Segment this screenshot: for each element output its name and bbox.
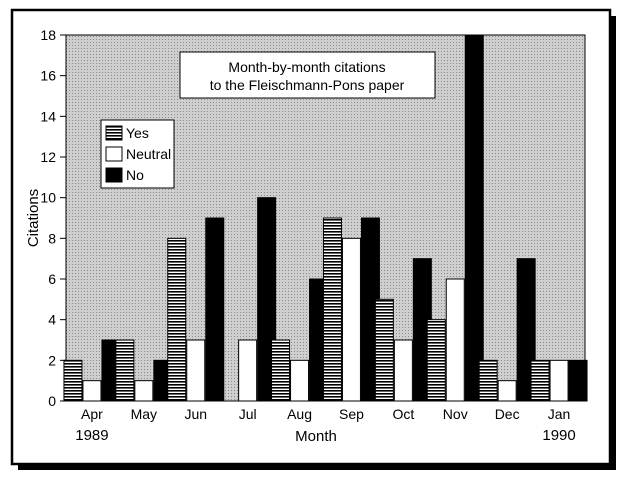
bar-neutral [497, 380, 517, 402]
bar-neutral [186, 339, 206, 402]
legend-label-yes: Yes [126, 125, 149, 141]
bar-yes [374, 298, 394, 402]
legend-swatch-no [105, 167, 123, 183]
bar-yes [530, 359, 550, 402]
bar-no [464, 34, 484, 402]
bars [63, 34, 588, 402]
x-tick-label: May [131, 406, 157, 422]
title-box [179, 51, 436, 99]
legend-label-neutral: Neutral [126, 146, 171, 162]
bar-no [568, 359, 588, 402]
x-tick-label: Apr [81, 406, 103, 422]
y-tick-label: 2 [48, 352, 56, 368]
bar-yes [478, 359, 498, 402]
x-tick-label: Nov [443, 406, 468, 422]
y-tick-label: 16 [40, 68, 56, 84]
x-tick-label: Jul [239, 406, 257, 422]
bar-yes [167, 237, 187, 402]
x-tick-label: Jun [184, 406, 207, 422]
bar-neutral [290, 359, 310, 402]
bar-neutral [393, 339, 413, 402]
bar-yes [63, 359, 83, 402]
bar-neutral [238, 339, 258, 402]
x-tick-label: Sep [339, 406, 364, 422]
chart-subtitle: to the Fleischmann-Pons paper [210, 77, 405, 93]
y-axis-title: Citations [25, 189, 42, 247]
chart-title: Month-by-month citations [228, 59, 385, 75]
legend-swatch-yes [105, 125, 123, 141]
y-tick-label: 12 [40, 149, 56, 165]
bar-neutral [445, 278, 465, 402]
legend-label-no: No [126, 167, 144, 183]
x-tick-label: Oct [392, 406, 414, 422]
year-label: 1989 [75, 427, 108, 444]
y-tick-label: 8 [48, 230, 56, 246]
bar-neutral [134, 380, 154, 402]
bar-neutral [341, 237, 361, 402]
bar-yes [115, 339, 135, 402]
y-tick-label: 0 [48, 393, 56, 409]
bar-yes [426, 319, 446, 402]
x-axis-title: Month [295, 428, 337, 445]
bar-neutral [549, 359, 569, 402]
x-axis: Apr 1989 May Jun Jul Aug Sep Oct Nov Dec Jan 1990 [75, 406, 575, 444]
bar-yes [271, 339, 291, 402]
legend-swatch-neutral [105, 146, 123, 162]
x-tick-label: Aug [287, 406, 312, 422]
x-tick-label: Dec [495, 406, 520, 422]
y-tick-label: 18 [40, 27, 56, 43]
y-tick-label: 14 [40, 108, 56, 124]
y-tick-label: 4 [48, 312, 56, 328]
bar-no [205, 217, 225, 402]
y-tick-label: 6 [48, 271, 56, 287]
year-label: 1990 [542, 427, 575, 444]
x-tick-label: Jan [548, 406, 571, 422]
bar-neutral [82, 380, 102, 402]
bar-yes [322, 217, 342, 402]
y-tick-label: 10 [40, 190, 56, 206]
